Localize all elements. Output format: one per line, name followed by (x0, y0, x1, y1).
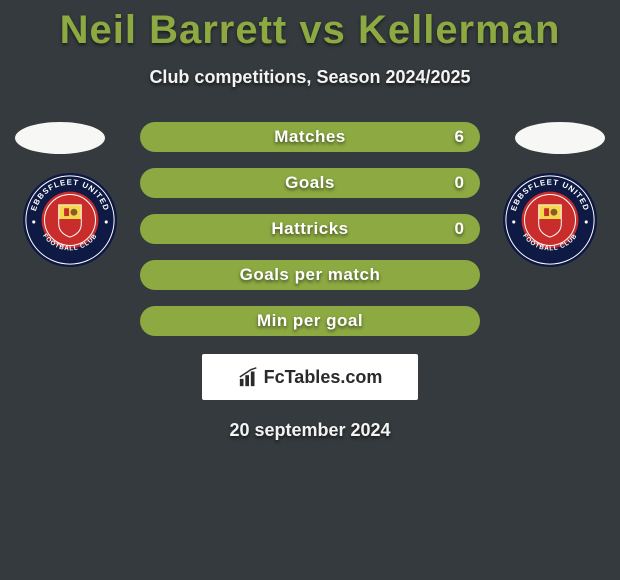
club-badge-right: EBBSFLEET UNITED FOOTBALL CLUB (501, 171, 599, 269)
page-title: Neil Barrett vs Kellerman (0, 0, 620, 53)
stat-value: 6 (455, 127, 464, 147)
chart-icon (238, 366, 260, 388)
stat-row-min-per-goal: Min per goal (140, 306, 480, 336)
club-badge-left: EBBSFLEET UNITED FOOTBALL CLUB (21, 171, 119, 269)
logo-label: FcTables.com (264, 367, 383, 388)
stat-label: Min per goal (257, 311, 363, 331)
stat-label: Matches (274, 127, 346, 147)
stat-label: Goals per match (240, 265, 381, 285)
stat-label: Hattricks (271, 219, 348, 239)
stat-value: 0 (455, 219, 464, 239)
stat-label: Goals (285, 173, 335, 193)
fctables-logo: FcTables.com (202, 354, 418, 400)
subtitle: Club competitions, Season 2024/2025 (0, 67, 620, 88)
stat-row-matches: Matches 6 (140, 122, 480, 152)
stat-row-hattricks: Hattricks 0 (140, 214, 480, 244)
logo-text: FcTables.com (238, 366, 383, 388)
stat-value: 0 (455, 173, 464, 193)
stat-row-goals-per-match: Goals per match (140, 260, 480, 290)
player-avatar-left (15, 122, 105, 154)
player-avatar-right (515, 122, 605, 154)
stat-row-goals: Goals 0 (140, 168, 480, 198)
date-text: 20 september 2024 (0, 420, 620, 441)
